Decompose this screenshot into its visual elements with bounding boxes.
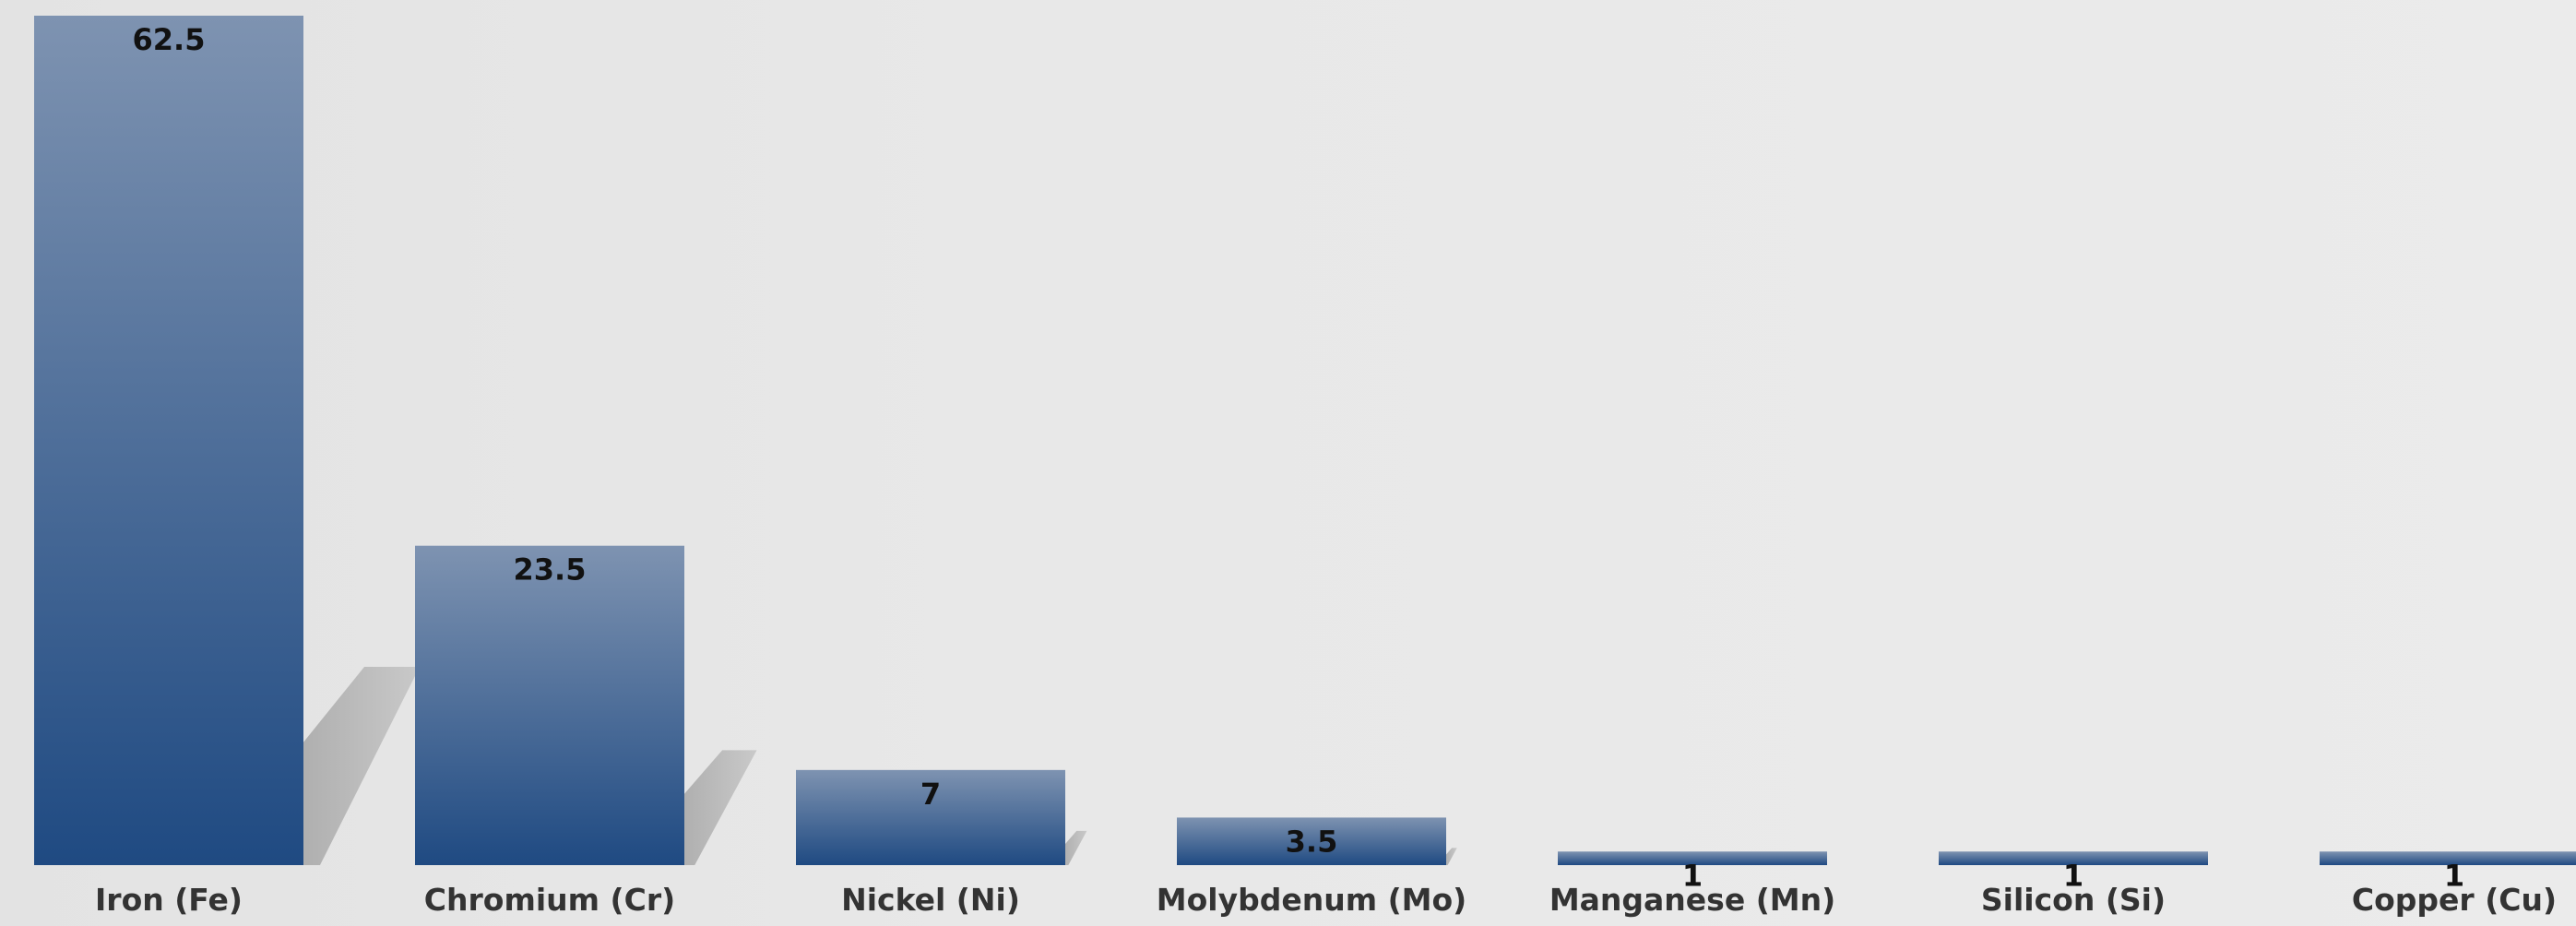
bar-manganese-mn — [1558, 851, 1827, 865]
category-label-silicon-si: Silicon (Si) — [1981, 882, 2166, 918]
bar-chromium-cr — [415, 545, 684, 865]
category-label-chromium-cr: Chromium (Cr) — [424, 882, 675, 918]
data-label-copper-cu: 1 — [2444, 858, 2464, 893]
category-label-copper-cu: Copper (Cu) — [2352, 882, 2557, 918]
data-label-nickel-ni: 7 — [920, 777, 941, 812]
data-label-iron-fe: 62.5 — [133, 22, 206, 57]
bar-shadow-molybdenum-mo — [1446, 848, 1457, 865]
bars — [34, 16, 2576, 865]
bar-copper-cu — [2320, 851, 2576, 865]
bar-nickel-ni — [796, 769, 1065, 865]
data-labels: 62.5 23.5 7 3.5 1 1 1 — [133, 22, 2465, 893]
category-label-iron-fe: Iron (Fe) — [95, 882, 243, 918]
category-labels: Iron (Fe) Chromium (Cr) Nickel (Ni) Molybde… — [95, 882, 2557, 918]
bar-iron-fe — [34, 16, 303, 865]
bar-shadow-nickel-ni — [1065, 830, 1087, 865]
category-label-nickel-ni: Nickel (Ni) — [841, 882, 1020, 918]
data-label-manganese-mn: 1 — [1682, 858, 1703, 893]
bar-shadow-chromium-cr — [684, 750, 757, 865]
bar-shadow-iron-fe — [303, 667, 420, 865]
data-label-chromium-cr: 23.5 — [514, 552, 587, 588]
bar-silicon-si — [1939, 851, 2208, 865]
data-label-silicon-si: 1 — [2063, 858, 2083, 893]
data-label-molybdenum-mo: 3.5 — [1286, 824, 1338, 859]
bar-shadows — [303, 667, 1457, 865]
category-label-manganese-mn: Manganese (Mn) — [1549, 882, 1835, 918]
bar-molybdenum-mo — [1177, 817, 1446, 865]
category-label-molybdenum-mo: Molybdenum (Mo) — [1157, 882, 1467, 918]
